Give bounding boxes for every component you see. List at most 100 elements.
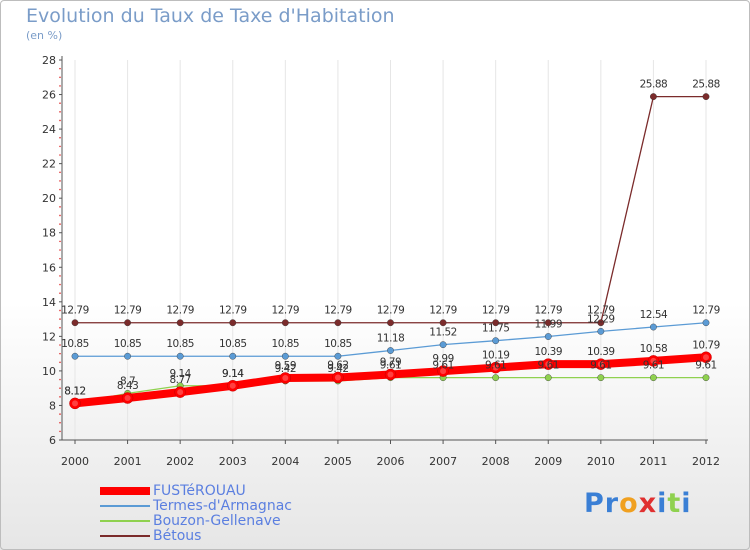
data-point <box>437 365 449 377</box>
data-point <box>489 361 502 374</box>
data-point <box>279 372 292 384</box>
y-minor-tick <box>59 223 61 225</box>
y-minor-tick <box>59 413 61 415</box>
data-point-highlight <box>597 361 604 368</box>
data-point <box>544 374 552 382</box>
data-point <box>121 392 134 404</box>
legend-label: Bétous <box>153 528 202 544</box>
data-label: 9.61 <box>538 360 559 372</box>
x-tick-label: 2000 <box>61 455 89 468</box>
logo-letter: r <box>604 488 620 519</box>
data-label: 9.61 <box>485 360 506 372</box>
x-tick-label: 2007 <box>429 455 457 468</box>
y-minor-tick <box>59 318 61 320</box>
data-point-highlight <box>545 361 552 368</box>
data-label: 10.39 <box>534 346 562 358</box>
x-tick-label: 2009 <box>534 455 562 468</box>
y-tick-label: 24 <box>42 123 56 136</box>
y-minor-tick <box>59 136 61 139</box>
legend-label: Bouzon-Gellenave <box>153 513 281 529</box>
logo-letter: i <box>681 488 692 519</box>
data-point <box>492 319 500 327</box>
data-point <box>439 319 447 327</box>
legend-item: Termes-d'Armagnac <box>100 498 360 514</box>
data-label: 11.75 <box>482 323 510 335</box>
logo-letter: t <box>667 488 682 519</box>
data-point <box>700 351 712 364</box>
legend-swatch <box>100 535 150 537</box>
data-point <box>124 319 131 327</box>
y-minor-tick <box>59 188 61 191</box>
data-label: 25.88 <box>640 79 668 91</box>
data-label: 12.79 <box>534 305 562 317</box>
data-label: 12.79 <box>114 305 142 317</box>
data-label: 10.39 <box>587 346 615 358</box>
data-point-highlight <box>177 389 184 396</box>
data-point <box>597 374 605 382</box>
y-tick-label: 14 <box>42 296 56 309</box>
data-point <box>650 374 657 382</box>
data-label: 12.79 <box>377 305 405 317</box>
data-point-highlight <box>650 357 657 364</box>
x-tick-label: 2008 <box>482 455 510 468</box>
x-tick-label: 2001 <box>114 455 142 468</box>
legend-swatch <box>100 505 150 507</box>
data-label: 9.62 <box>327 359 348 371</box>
data-point <box>227 380 239 392</box>
data-point-highlight <box>229 382 236 389</box>
data-point <box>281 352 289 360</box>
x-tick-label: 2004 <box>271 455 299 468</box>
y-tick-label: 12 <box>42 330 56 343</box>
data-label: 10.85 <box>272 338 300 350</box>
y-minor-tick <box>59 352 61 355</box>
y-minor-tick <box>59 206 61 208</box>
data-label: 8.43 <box>117 380 138 392</box>
data-point <box>542 358 554 370</box>
data-point-highlight <box>492 364 499 371</box>
y-minor-tick <box>59 214 61 217</box>
data-label: 8.7 <box>120 375 135 387</box>
y-minor-tick <box>59 240 61 243</box>
x-tick-label: 2002 <box>166 455 194 468</box>
data-label: 9.61 <box>643 360 664 372</box>
data-point <box>597 327 605 335</box>
y-minor-tick <box>59 119 61 122</box>
data-label: 12.79 <box>587 305 615 317</box>
y-minor-tick <box>59 387 61 389</box>
y-minor-tick <box>59 257 61 260</box>
logo-letter: o <box>619 488 639 519</box>
data-point <box>387 319 394 327</box>
data-point <box>69 397 81 410</box>
data-label: 12.79 <box>324 305 352 317</box>
y-minor-tick <box>59 171 61 174</box>
data-label: 9.61 <box>590 360 611 372</box>
x-tick-label: 2005 <box>324 455 352 468</box>
logo-letter: i <box>657 488 668 519</box>
y-minor-tick <box>59 396 61 398</box>
y-minor-tick <box>59 361 61 364</box>
data-label: 9.61 <box>432 360 453 372</box>
data-point <box>702 374 710 382</box>
data-point <box>384 368 397 381</box>
y-minor-tick <box>59 145 61 148</box>
data-point <box>334 352 342 360</box>
data-point <box>492 337 500 345</box>
y-minor-tick <box>59 292 61 294</box>
data-label: 9.14 <box>222 368 244 380</box>
data-point-highlight <box>334 374 341 381</box>
y-minor-tick <box>59 430 61 433</box>
y-minor-tick <box>59 76 61 79</box>
data-label: 25.88 <box>692 79 720 91</box>
x-tick-label: 2011 <box>639 455 667 468</box>
y-tick-label: 28 <box>42 54 56 67</box>
data-point <box>544 333 552 340</box>
x-tick-label: 2010 <box>587 455 615 468</box>
data-point <box>595 358 607 370</box>
legend-swatch <box>100 520 150 522</box>
data-label: 10.85 <box>114 338 142 350</box>
data-label: 9.42 <box>327 363 348 375</box>
data-label: 11.52 <box>429 327 457 339</box>
data-label: 8.12 <box>64 385 85 397</box>
data-point <box>281 319 289 327</box>
y-tick-label: 10 <box>42 365 56 378</box>
